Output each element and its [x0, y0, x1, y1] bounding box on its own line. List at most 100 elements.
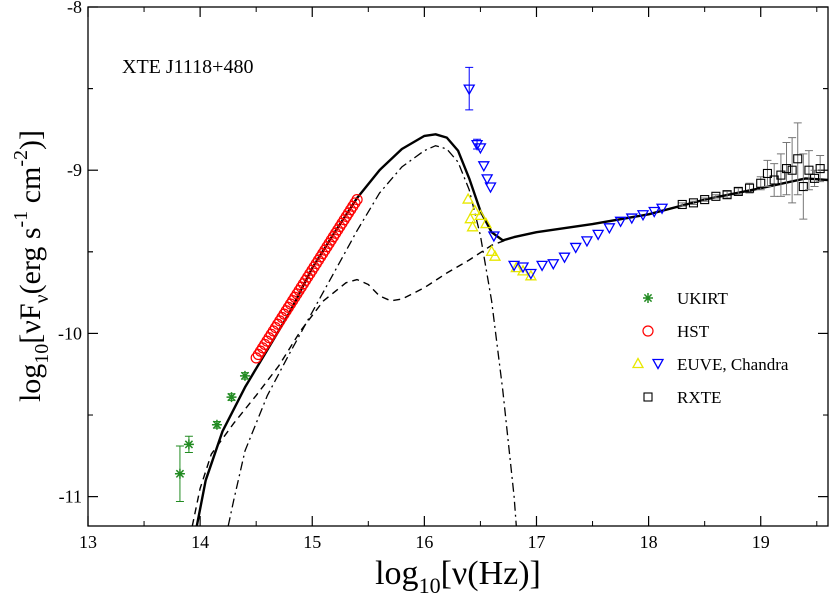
- euve-upper-point: [510, 261, 523, 273]
- y-tick-label: -9: [67, 160, 82, 180]
- rxte-point: [815, 164, 825, 174]
- rxte-point: [793, 154, 803, 164]
- y-tick-label: -11: [59, 487, 82, 507]
- euve-lower-point: [625, 213, 638, 225]
- x-axis-title: log10[ν(Hz)]: [375, 555, 541, 598]
- rxte-error-bar: [678, 202, 687, 207]
- rxte-error-bar: [816, 155, 825, 183]
- legend-label-rxte: RXTE: [677, 388, 721, 407]
- data-points: [174, 66, 825, 503]
- rxte-point: [711, 191, 721, 201]
- euve-upper-point: [479, 217, 493, 229]
- euve-lower-point: [524, 268, 537, 280]
- euve-lower-point: [535, 260, 549, 272]
- x-tick-label: 17: [527, 532, 545, 552]
- euve-lower-point: [614, 216, 627, 228]
- euve-lower-point: [463, 84, 476, 96]
- model-curve-solid: [195, 133, 828, 526]
- rxte-point: [798, 181, 808, 192]
- rxte-error-bar: [689, 200, 698, 205]
- rxte-error-bar: [788, 137, 797, 204]
- y-tick-label: -10: [58, 323, 82, 343]
- rxte-point: [809, 173, 820, 183]
- euve-upper-point: [461, 192, 475, 204]
- source-annotation: XTE J1118+480: [122, 56, 253, 78]
- legend: UKIRT HST EUVE, Chandra RXTE: [631, 289, 789, 407]
- legend-marker-hst: [642, 325, 654, 337]
- rxte-point: [756, 178, 766, 188]
- ukirt-point: [174, 468, 185, 479]
- legend-marker-euve: [631, 357, 645, 369]
- rxte-point: [769, 175, 779, 185]
- euve-lower-point: [655, 203, 669, 215]
- x-tick-label: 16: [415, 532, 433, 552]
- euve-lower-point: [636, 210, 650, 222]
- euve-upper-point: [474, 209, 487, 221]
- legend-marker-rxte: [643, 392, 653, 402]
- x-tick-label: 14: [191, 532, 209, 552]
- euve-error-bar: [465, 66, 474, 111]
- rxte-error-bar: [763, 159, 772, 188]
- rxte-point: [733, 186, 743, 196]
- rxte-error-bar: [711, 194, 720, 199]
- model-curve-dash-dot: [227, 145, 517, 526]
- legend-label-euve-chandra: EUVE, Chandra: [677, 355, 789, 374]
- model-curve-dashed: [191, 177, 828, 526]
- rxte-error-bar: [799, 153, 808, 220]
- rxte-point: [688, 198, 699, 208]
- euve-lower-point: [481, 174, 494, 186]
- euve-lower-point: [516, 262, 530, 274]
- euve-lower-point: [569, 242, 582, 254]
- euve-upper-point: [464, 212, 477, 224]
- euve-lower-point: [470, 139, 484, 151]
- rxte-point: [744, 183, 755, 193]
- euve-upper-point: [488, 249, 502, 261]
- plot-frame: [87, 6, 829, 527]
- euve-lower-point: [474, 143, 487, 155]
- euve-lower-point: [592, 229, 605, 241]
- rxte-error-bar: [700, 197, 709, 202]
- euve-lower-point: [547, 259, 560, 271]
- legend-label-hst: HST: [677, 322, 710, 341]
- rxte-error-bar: [810, 169, 819, 188]
- rxte-error-bar: [804, 150, 813, 191]
- x-tick-label: 13: [79, 532, 97, 552]
- rxte-error-bar: [782, 141, 791, 196]
- x-tick-label: 18: [640, 532, 658, 552]
- rxte-error-bar: [776, 153, 785, 197]
- rxte-error-bar: [745, 182, 754, 194]
- euve-lower-point: [477, 161, 490, 173]
- euve-lower-point: [487, 231, 500, 243]
- rxte-point: [787, 165, 797, 175]
- rxte-error-bar: [723, 190, 732, 199]
- ukirt-point: [183, 439, 194, 450]
- rxte-point: [781, 164, 792, 174]
- rxte-point: [776, 170, 786, 180]
- y-axis-title: log10[νFν(erg s-1 cm-2)]: [10, 130, 53, 402]
- rxte-point: [677, 199, 687, 210]
- euve-lower-point: [603, 223, 616, 235]
- rxte-point: [700, 195, 710, 205]
- axis-ticks: 13 14 15 16 17 18 19 -11 -10 -9 -8: [58, 0, 828, 552]
- euve-lower-point: [580, 236, 594, 248]
- legend-markers: [631, 293, 665, 402]
- legend-label-ukirt: UKIRT: [677, 289, 729, 308]
- euve-upper-point: [466, 220, 479, 232]
- euve-lower-point: [484, 182, 497, 194]
- euve-lower-point: [558, 252, 571, 264]
- rxte-point: [762, 168, 773, 179]
- rxte-error-bar: [770, 163, 779, 197]
- hst-point: [351, 193, 363, 206]
- euve-upper-point: [468, 204, 481, 216]
- x-tick-label: 19: [752, 532, 770, 552]
- legend-marker-ukirt: [643, 293, 653, 303]
- rxte-error-bar: [734, 187, 743, 196]
- y-tick-label: -8: [67, 0, 82, 17]
- x-tick-label: 15: [303, 532, 321, 552]
- ukirt-point: [211, 419, 222, 430]
- ukirt-point: [226, 392, 237, 403]
- legend-marker-chandra: [651, 358, 665, 370]
- rxte-error-bar: [793, 122, 802, 196]
- euve-lower-point: [507, 260, 521, 272]
